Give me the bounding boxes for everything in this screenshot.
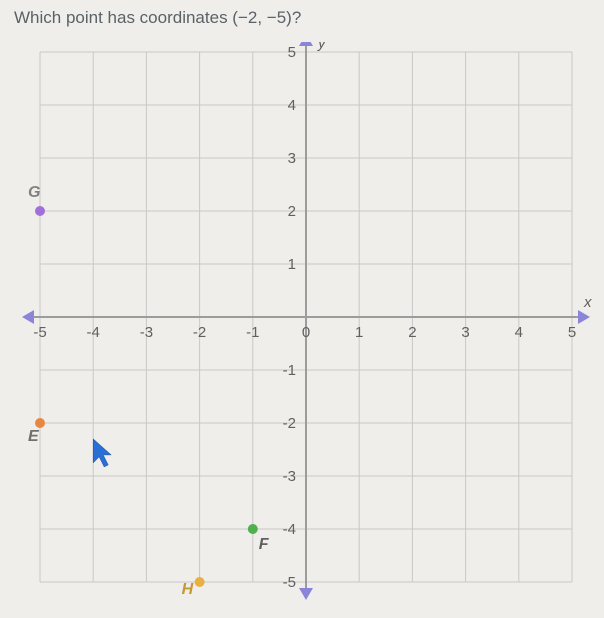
coordinate-grid-chart: -5-4-3-2-1012345-5-4-3-2-112345xyGEFH xyxy=(20,42,592,602)
plot-point-label-g: G xyxy=(28,184,40,201)
x-tick-label: -2 xyxy=(193,324,206,341)
plot-point-f[interactable] xyxy=(248,524,258,534)
plot-point-label-e: E xyxy=(28,428,40,445)
arrow-left-icon xyxy=(22,310,34,324)
plot-point-g[interactable] xyxy=(35,206,45,216)
x-tick-label: -1 xyxy=(246,324,259,341)
y-tick-label: 2 xyxy=(288,203,296,220)
plot-point-e[interactable] xyxy=(35,418,45,428)
y-tick-label: 3 xyxy=(288,150,296,167)
cursor-icon xyxy=(93,439,111,467)
y-tick-label: 1 xyxy=(288,256,296,273)
arrow-down-icon xyxy=(299,588,313,600)
y-tick-label: -5 xyxy=(283,574,296,591)
x-tick-label: -5 xyxy=(33,324,46,341)
y-tick-label: -4 xyxy=(283,521,296,538)
x-axis-label: x xyxy=(583,294,592,311)
plot-point-label-f: F xyxy=(259,536,270,553)
x-tick-label: 0 xyxy=(302,324,310,341)
y-tick-label: 5 xyxy=(288,44,296,61)
x-tick-label: 2 xyxy=(408,324,416,341)
plot-point-h[interactable] xyxy=(195,577,205,587)
x-tick-label: -4 xyxy=(87,324,100,341)
question-text: Which point has coordinates (−2, −5)? xyxy=(14,8,301,28)
x-tick-label: 5 xyxy=(568,324,576,341)
y-tick-label: -3 xyxy=(283,468,296,485)
y-tick-label: -2 xyxy=(283,415,296,432)
x-tick-label: 4 xyxy=(515,324,523,341)
plot-point-label-h: H xyxy=(182,581,194,598)
y-tick-label: -1 xyxy=(283,362,296,379)
y-tick-label: 4 xyxy=(288,97,296,114)
x-tick-label: 3 xyxy=(461,324,469,341)
x-tick-label: -3 xyxy=(140,324,153,341)
y-axis-label: y xyxy=(317,42,327,52)
arrow-right-icon xyxy=(578,310,590,324)
x-tick-label: 1 xyxy=(355,324,363,341)
arrow-up-icon xyxy=(299,42,313,46)
